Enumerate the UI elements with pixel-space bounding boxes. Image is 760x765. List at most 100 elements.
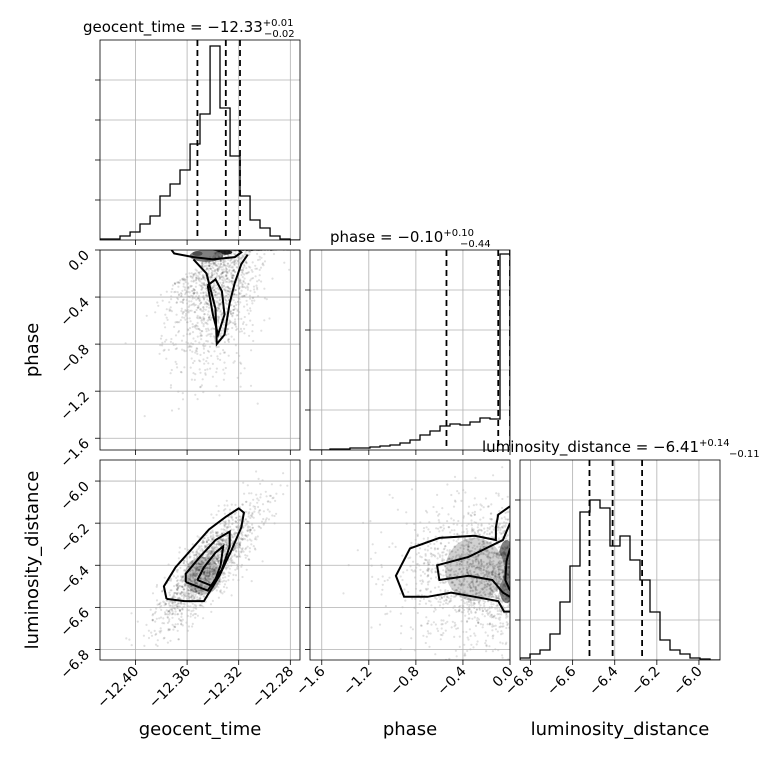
scatter-point <box>218 251 221 254</box>
panel-frame-0-0 <box>99 39 301 241</box>
scatter-point <box>203 282 206 285</box>
scatter-point <box>220 329 223 332</box>
scatter-point <box>200 584 203 587</box>
scatter-point <box>468 607 471 611</box>
scatter-point <box>490 613 493 617</box>
scatter-point <box>448 526 451 529</box>
scatter-point <box>187 548 190 552</box>
scatter-point <box>454 570 458 573</box>
scatter-point <box>253 291 256 294</box>
scatter-point <box>174 282 177 285</box>
scatter-point <box>235 325 238 328</box>
scatter-point <box>205 321 208 325</box>
scatter-point <box>483 574 486 577</box>
scatter-point <box>251 512 254 516</box>
scatter-point <box>501 569 505 573</box>
scatter-point <box>218 539 221 542</box>
scatter-point <box>201 541 204 544</box>
scatter-point <box>249 516 252 520</box>
scatter-point <box>487 571 491 574</box>
scatter-point <box>215 532 218 535</box>
scatter-point <box>439 598 442 601</box>
scatter-point <box>210 551 213 554</box>
scatter-point <box>230 503 233 506</box>
scatter-point <box>455 589 458 592</box>
scatter-point <box>454 589 457 592</box>
scatter-point <box>470 602 473 605</box>
scatter-point <box>503 516 506 519</box>
scatter-point <box>234 318 237 321</box>
scatter-point <box>489 560 492 563</box>
scatter-point <box>176 582 179 586</box>
scatter-point <box>438 555 442 559</box>
scatter-point <box>170 290 173 293</box>
scatter-point <box>204 261 207 264</box>
scatter-point <box>263 260 267 263</box>
scatter-point <box>504 511 507 514</box>
scatter-point <box>183 560 186 563</box>
scatter-point <box>503 560 506 563</box>
scatter-point <box>184 583 188 587</box>
scatter-point <box>176 298 180 301</box>
scatter-point <box>460 583 463 586</box>
scatter-point <box>498 575 501 579</box>
scatter-point <box>210 568 213 571</box>
scatter-point <box>188 592 191 595</box>
scatter-point <box>183 568 186 572</box>
scatter-point <box>200 561 203 564</box>
scatter-point <box>467 572 470 576</box>
scatter-point <box>199 353 202 356</box>
tick-label-layer: −12.40 −12.36 −12.32 −12.28−1.6 −1.2 −0.8 −0.4… <box>57 248 705 712</box>
scatter-point <box>194 279 197 282</box>
scatter-point <box>213 283 216 287</box>
scatter-point <box>244 554 247 557</box>
scatter-point <box>442 574 445 577</box>
scatter-point <box>167 627 170 631</box>
scatter-point <box>180 615 183 619</box>
scatter-point <box>197 563 200 566</box>
scatter-point <box>215 513 218 516</box>
scatter-point <box>208 567 211 570</box>
scatter-point <box>470 586 473 590</box>
scatter-point <box>428 580 431 583</box>
scatter-point <box>436 547 439 551</box>
scatter-point <box>455 578 458 581</box>
scatter-point <box>444 589 447 592</box>
scatter-point <box>486 623 489 626</box>
scatter-point <box>197 275 200 278</box>
scatter-point <box>443 599 446 603</box>
scatter-point <box>227 290 230 293</box>
scatter-point <box>221 537 225 540</box>
scatter-point <box>168 593 171 597</box>
scatter-point <box>203 571 206 574</box>
scatter-point <box>203 573 206 576</box>
scatter-point <box>470 541 473 544</box>
grid-1-1 <box>310 250 510 450</box>
scatter-point <box>410 568 413 572</box>
scatter-point <box>209 531 213 534</box>
scatter-point <box>206 585 209 588</box>
scatter-point <box>475 608 478 612</box>
scatter-point <box>478 602 481 605</box>
scatter-point <box>208 571 211 574</box>
scatter-point <box>444 553 447 557</box>
scatter-point <box>498 580 501 583</box>
scatter-point <box>194 566 197 569</box>
scatter-point <box>479 623 482 626</box>
scatter-point <box>222 327 225 330</box>
scatter-point <box>428 521 431 524</box>
scatter-point <box>226 292 229 296</box>
scatter-point <box>176 579 179 582</box>
scatter-point <box>175 301 178 304</box>
scatter-point <box>239 538 242 541</box>
scatter-point <box>176 588 179 591</box>
contour-level-2 <box>504 548 510 591</box>
scatter-point <box>455 561 458 564</box>
scatter-point <box>202 557 205 560</box>
scatter-point <box>472 603 475 607</box>
scatter-point <box>245 323 248 326</box>
scatter-point <box>196 565 199 568</box>
scatter-point <box>502 574 505 577</box>
scatter-point <box>488 623 491 626</box>
scatter-point <box>188 555 191 558</box>
